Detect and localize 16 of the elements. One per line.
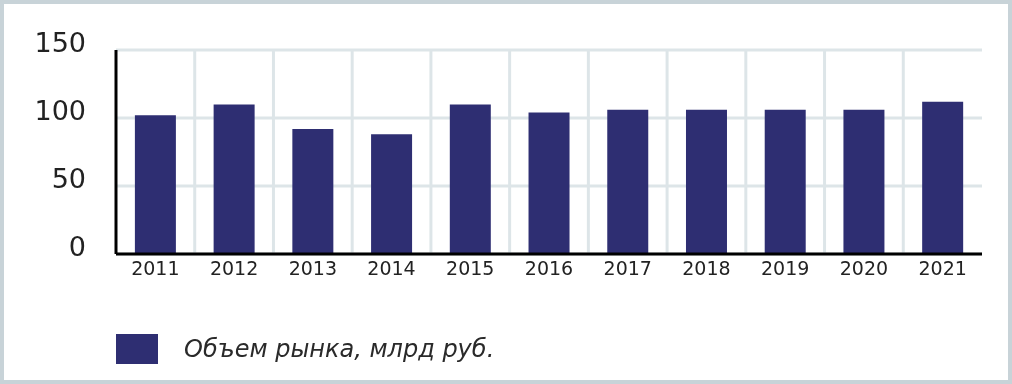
y-tick-label: 50 (51, 162, 86, 194)
x-tick-label: 2014 (367, 257, 416, 280)
x-tick-label: 2015 (446, 257, 495, 280)
x-tick-label: 2016 (524, 257, 574, 280)
x-tick-label: 2020 (839, 257, 889, 280)
x-tick-label: 2011 (131, 257, 180, 280)
x-tick-label: 2019 (761, 257, 810, 280)
x-tick-label: 2021 (918, 257, 967, 280)
x-tick-label: 2013 (288, 257, 337, 280)
legend-label: Объем рынка, млрд руб. (184, 335, 495, 363)
x-tick-label: 2012 (209, 257, 259, 280)
y-tick-label: 150 (34, 26, 86, 58)
x-tick-label: 2017 (603, 257, 652, 280)
x-tick-label: 2018 (682, 257, 731, 280)
y-tick-label: 100 (34, 94, 86, 126)
y-tick-label: 0 (68, 230, 86, 262)
